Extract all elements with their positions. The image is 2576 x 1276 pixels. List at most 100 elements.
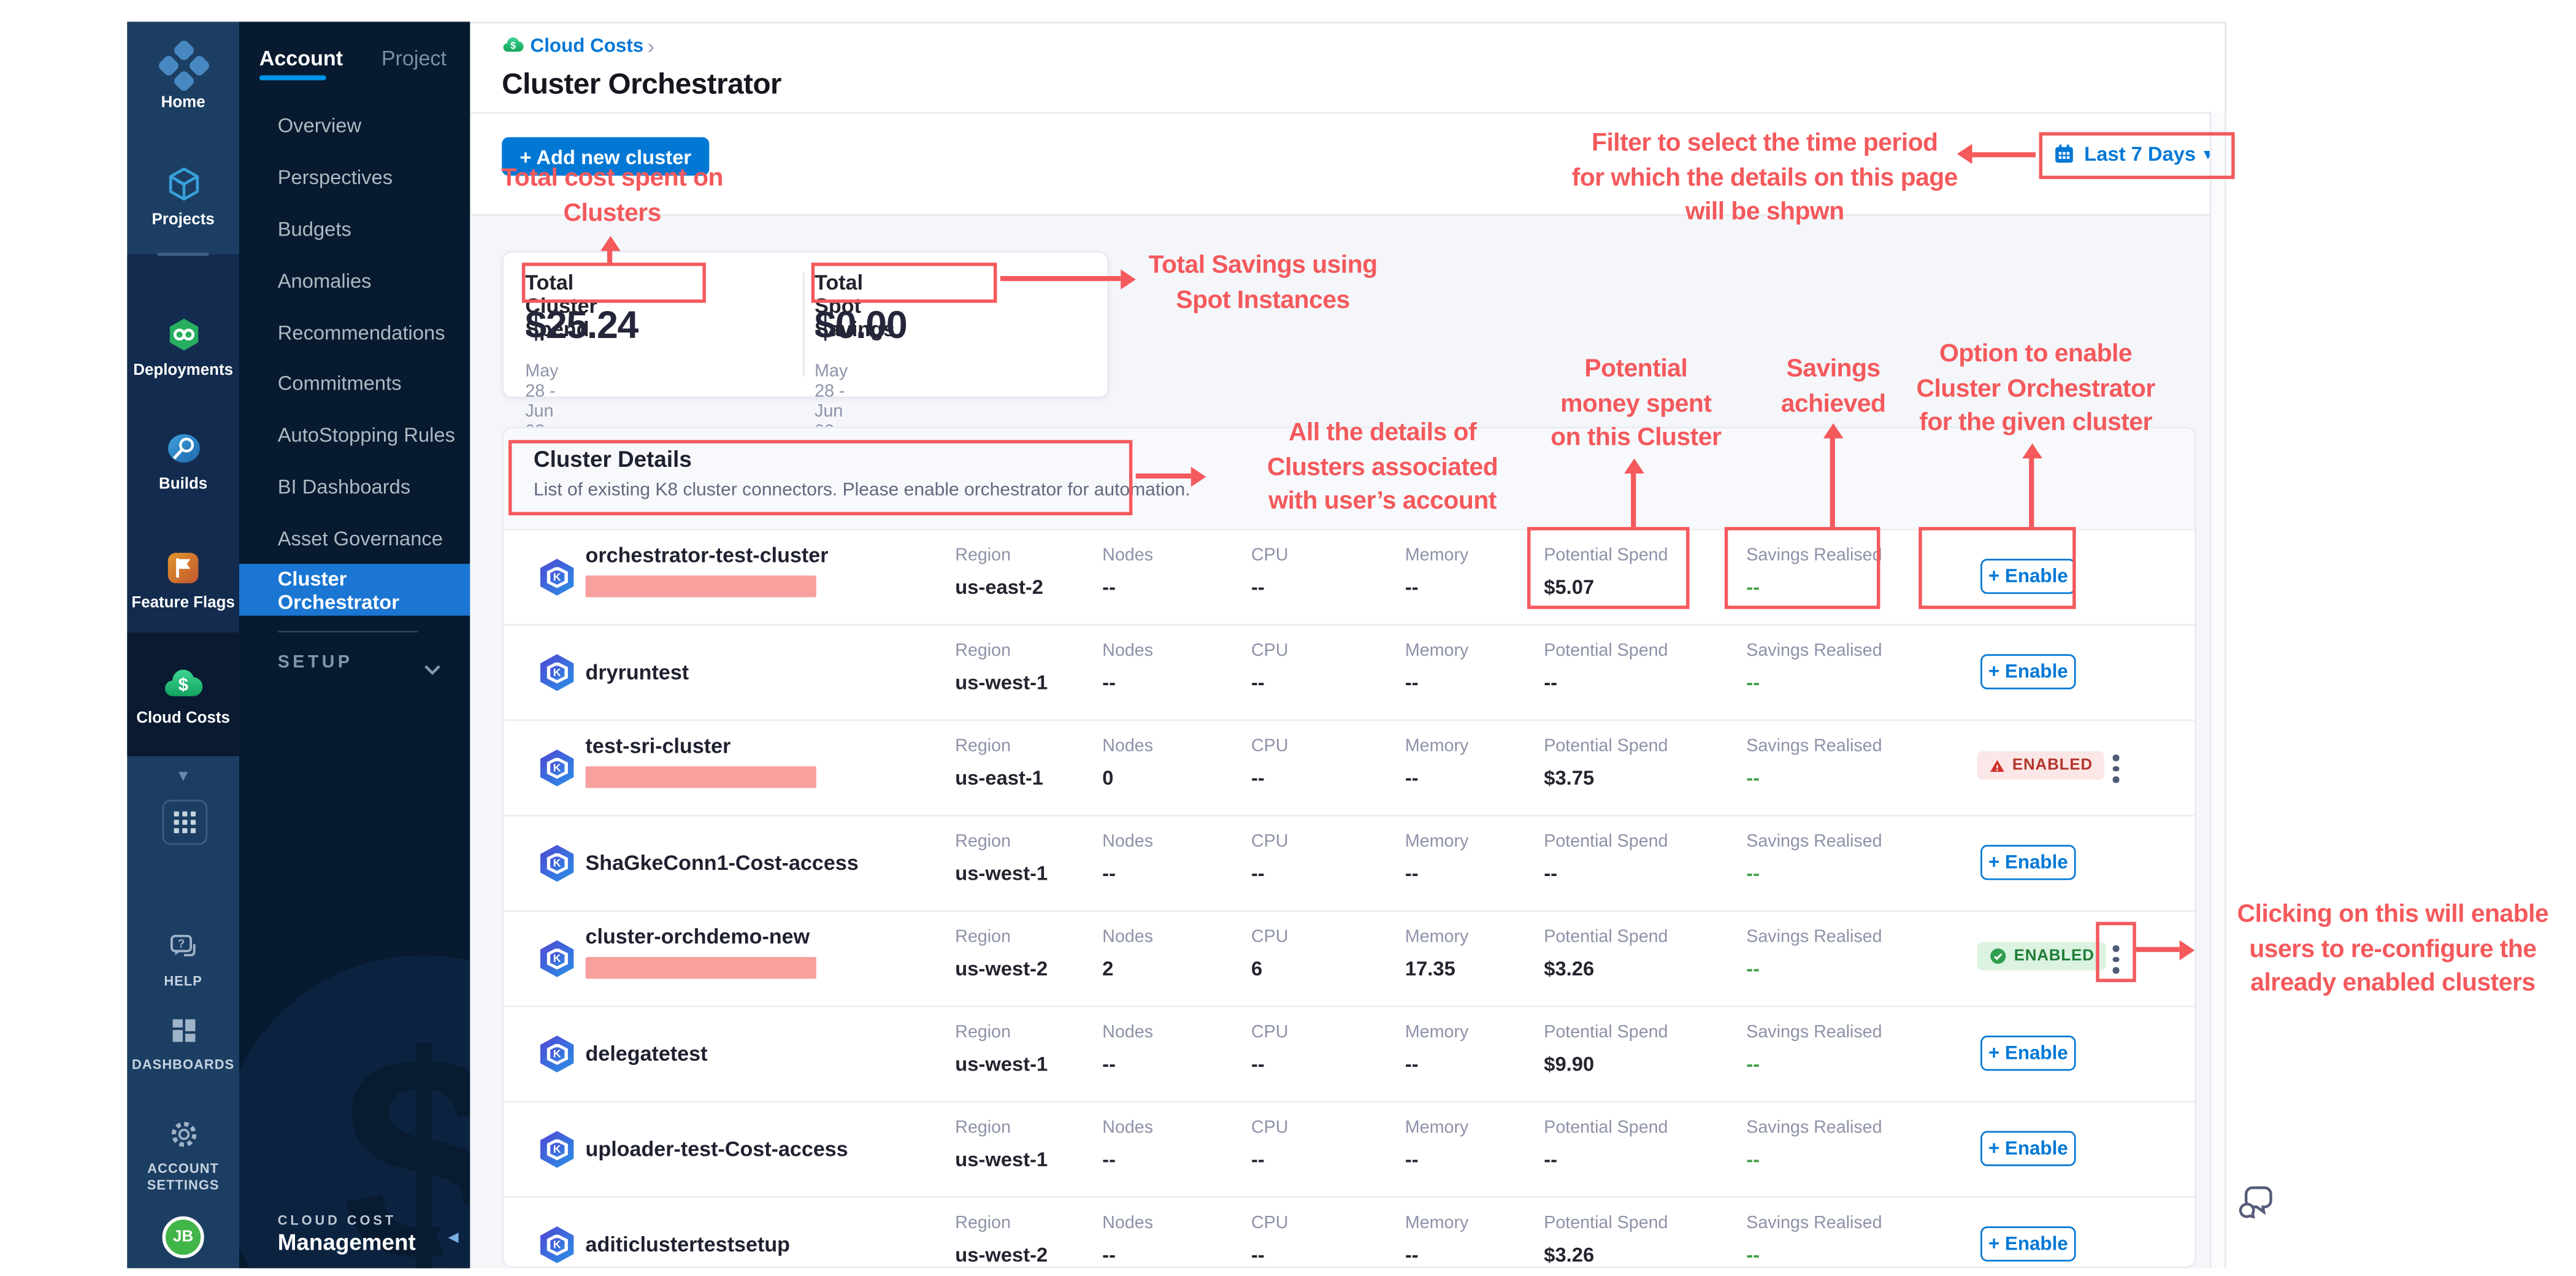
sidebar-item-label: Deployments <box>133 361 233 380</box>
redaction-bar <box>585 766 816 788</box>
sidebar-item-builds[interactable]: Builds <box>127 426 239 494</box>
enable-button[interactable]: + Enable <box>1980 1226 2076 1262</box>
enable-button[interactable]: + Enable <box>1980 1131 2076 1166</box>
enable-button[interactable]: + Enable <box>1980 558 2076 594</box>
tab-project[interactable]: Project <box>381 47 447 71</box>
cell-nodes: -- <box>1102 1052 1116 1076</box>
column-label: Nodes <box>1102 640 1154 661</box>
cell-savings: -- <box>1746 1052 1760 1076</box>
nav-item-autostopping-rules[interactable]: AutoStopping Rules <box>277 423 456 447</box>
enable-button[interactable]: + Enable <box>1980 654 2076 690</box>
column-label: Nodes <box>1102 1022 1154 1043</box>
sidebar-item-label: Projects <box>151 210 215 229</box>
card-divider <box>803 272 805 377</box>
cell-region: us-west-1 <box>955 1052 1048 1076</box>
sidebar-item-cloud-costs[interactable]: $ Cloud Costs <box>127 661 239 728</box>
scrollbar-track[interactable] <box>2209 112 2226 1269</box>
nav-item-asset-governance[interactable]: Asset Governance <box>277 526 443 550</box>
sidebar-item-projects[interactable]: Projects <box>127 163 239 229</box>
column-label: Savings Realised <box>1746 831 1882 852</box>
dashboards-icon <box>127 1009 239 1053</box>
annotation-arrow <box>607 249 613 264</box>
tab-account[interactable]: Account <box>259 47 343 71</box>
column-label: Region <box>955 1022 1011 1043</box>
cell-savings: -- <box>1746 1243 1760 1267</box>
column-label: Region <box>955 926 1011 947</box>
add-new-cluster-button[interactable]: + Add new cluster <box>502 137 710 176</box>
cell-region: us-west-2 <box>955 957 1048 981</box>
svg-text:?: ? <box>177 937 184 950</box>
column-label: Potential Spend <box>1544 831 1668 852</box>
cell-savings: -- <box>1746 766 1760 790</box>
k8s-cluster-icon: K <box>540 558 574 596</box>
chat-widget[interactable] <box>2236 1185 2275 1220</box>
column-label: CPU <box>1251 1117 1289 1138</box>
module-picker-button[interactable] <box>162 799 208 845</box>
cluster-name: cluster-orchdemo-new <box>585 925 810 949</box>
setup-section-label[interactable]: SETUP <box>277 652 353 673</box>
column-label: CPU <box>1251 1022 1289 1043</box>
enable-button[interactable]: + Enable <box>1980 1036 2076 1071</box>
nav-item-recommendations[interactable]: Recommendations <box>277 320 445 344</box>
nav-item-commitments[interactable]: Commitments <box>277 372 402 396</box>
rail-collapse-chevron-icon[interactable]: ▾ <box>178 766 188 786</box>
kebab-menu[interactable] <box>2104 746 2128 791</box>
nav-item-cluster-orchestrator[interactable]: Cluster Orchestrator <box>239 564 470 616</box>
cell-memory: -- <box>1405 861 1419 885</box>
sidebar-item-feature-flags[interactable]: Feature Flags <box>127 545 239 612</box>
column-label: Savings Realised <box>1746 640 1882 661</box>
nav-item-bi-dashboards[interactable]: BI Dashboards <box>277 475 411 499</box>
column-label: Memory <box>1405 640 1469 661</box>
sidebar-item-deployments[interactable]: Deployments <box>127 313 239 380</box>
annotation-arrow <box>1830 436 1835 528</box>
cell-spend: -- <box>1544 671 1558 694</box>
annotation-arrow <box>1957 144 1972 164</box>
cell-spend: $9.90 <box>1544 1052 1595 1076</box>
kebab-menu[interactable] <box>2104 937 2128 982</box>
cell-spend: $5.07 <box>1544 575 1595 599</box>
nav-items: Overview Perspectives Budgets Anomalies Reco… <box>239 101 470 616</box>
cell-spend: $3.75 <box>1544 766 1595 790</box>
annotation-arrow <box>1972 152 2036 158</box>
nav-item-budgets[interactable]: Budgets <box>277 217 351 241</box>
enable-button[interactable]: + Enable <box>1980 845 2076 880</box>
chevron-down-icon[interactable] <box>423 654 442 684</box>
deployments-icon <box>127 313 239 356</box>
k8s-cluster-icon: K <box>540 1131 574 1168</box>
user-avatar[interactable]: JB <box>162 1216 204 1258</box>
annotation-potential-spend: Potential money spent on this Cluster <box>1551 355 1722 452</box>
nav-item-overview[interactable]: Overview <box>277 114 362 138</box>
table-row: K ShaGkeConn1-Cost-access Region us-west-1 N… <box>503 815 2195 910</box>
cell-spend: -- <box>1544 1147 1558 1172</box>
annotation-box-enable-cell <box>1919 527 2076 609</box>
column-label: Potential Spend <box>1544 926 1668 947</box>
sidebar-item-dashboards[interactable]: DASHBOARDS <box>127 1009 239 1074</box>
filter-label: Last 7 Days <box>2084 142 2196 166</box>
chat-bubbles-icon <box>2239 1186 2272 1219</box>
enabled-badge: ENABLED <box>1977 751 2104 780</box>
cell-nodes: -- <box>1102 1243 1116 1267</box>
k8s-cluster-icon: K <box>540 654 574 691</box>
column-label: Potential Spend <box>1544 1022 1668 1043</box>
sidebar-item-label: ACCOUNT SETTINGS <box>147 1161 220 1193</box>
column-label: CPU <box>1251 1213 1289 1233</box>
sidebar-item-account-settings[interactable]: ACCOUNT SETTINGS <box>127 1113 239 1195</box>
column-label: Nodes <box>1102 545 1154 566</box>
sidebar-item-home[interactable]: Home <box>127 38 239 112</box>
cell-region: us-east-2 <box>955 575 1043 599</box>
sidebar-item-help[interactable]: ? HELP <box>127 925 239 990</box>
nav-item-anomalies[interactable]: Anomalies <box>277 269 372 293</box>
cluster-name: orchestrator-test-cluster <box>585 544 829 567</box>
help-chat-icon: ? <box>127 925 239 969</box>
annotation-arrow <box>2022 443 2042 459</box>
cell-nodes: -- <box>1102 575 1116 599</box>
nav-item-perspectives[interactable]: Perspectives <box>277 166 393 190</box>
redaction-bar <box>585 575 816 598</box>
total-spot-savings-label: Total Spot Savings <box>815 271 895 342</box>
breadcrumb-link[interactable]: Cloud Costs <box>530 37 644 57</box>
annotation-box-cluster-details <box>508 440 1133 515</box>
nav-divider <box>277 631 418 632</box>
